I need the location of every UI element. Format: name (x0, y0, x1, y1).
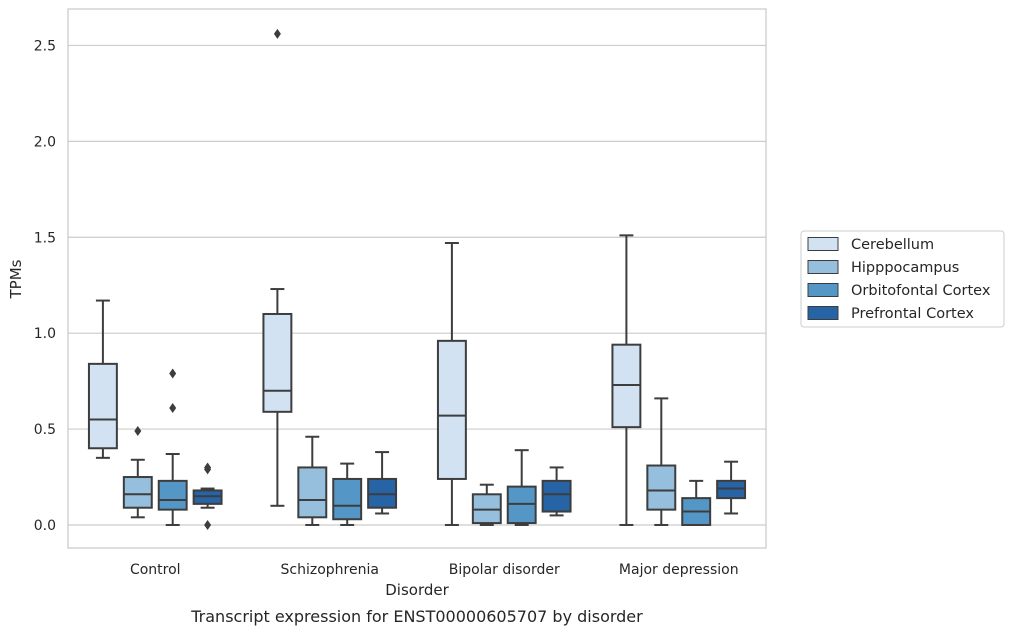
legend-label: Cerebellum (851, 237, 934, 253)
box-hipppocampus (122, 425, 153, 519)
legend-swatch (807, 237, 839, 251)
box-cerebellum (611, 234, 642, 526)
iqr-box (87, 362, 118, 450)
legend-item: Prefrontal Cortex (807, 306, 974, 322)
box-orbitofontal-cortex (157, 368, 188, 526)
x-tick-label: Schizophrenia (281, 562, 379, 578)
y-tick-label: 1.0 (34, 326, 56, 342)
box-cerebellum (262, 28, 293, 507)
box-hipppocampus (471, 483, 502, 526)
iqr-box (262, 312, 293, 413)
iqr-box (646, 464, 677, 511)
outlier-point (204, 519, 212, 530)
legend-items: Cerebellum Hipppocampus Orbitofontal Corte… (807, 237, 991, 322)
x-tick-labels: Control Schizophrenia Bipolar disorder Majo… (130, 562, 739, 578)
y-tick-label: 2.0 (34, 134, 56, 150)
box-prefrontal-cortex (716, 460, 747, 515)
x-axis-label: Disorder (385, 581, 449, 599)
iqr-box (436, 339, 467, 480)
box-hipppocampus (646, 397, 677, 526)
iqr-box (541, 479, 572, 513)
y-tick-label: 0.5 (34, 422, 56, 438)
box-plots (87, 28, 747, 530)
box-orbitofontal-cortex (506, 449, 537, 526)
plot-frame (67, 8, 767, 549)
x-tick-label: Control (130, 562, 181, 578)
legend-swatch (807, 306, 839, 320)
y-tick-label: 0.0 (34, 518, 56, 534)
outlier-point (204, 462, 212, 473)
legend-frame (800, 230, 1005, 328)
outlier-point (169, 368, 177, 379)
box-orbitofontal-cortex (681, 479, 712, 526)
iqr-box (297, 466, 328, 519)
legend-swatch (807, 260, 839, 274)
legend-label: Orbitofontal Cortex (851, 283, 991, 299)
iqr-box (332, 477, 363, 521)
outlier-point (169, 402, 177, 413)
iqr-box (122, 476, 153, 509)
box-prefrontal-cortex (192, 462, 223, 530)
legend-item: Orbitofontal Cortex (807, 283, 991, 299)
legend-item: Hipppocampus (807, 260, 959, 276)
x-tick-label: Major depression (619, 562, 739, 578)
outlier-point (273, 28, 281, 39)
legend: Cerebellum Hipppocampus Orbitofontal Corte… (800, 230, 1005, 328)
legend-label: Hipppocampus (851, 260, 959, 276)
box-hipppocampus (297, 435, 328, 526)
box-cerebellum (436, 242, 467, 526)
box-prefrontal-cortex (541, 466, 572, 517)
y-tick-labels: 0.0 0.5 1.0 1.5 2.0 2.5 (34, 38, 56, 534)
legend-item: Cerebellum (807, 237, 934, 253)
outlier-point (134, 425, 142, 436)
y-tick-label: 1.5 (34, 230, 56, 246)
legend-label: Prefrontal Cortex (851, 306, 974, 322)
iqr-box (157, 479, 188, 511)
y-tick-label: 2.5 (34, 38, 56, 54)
x-tick-label: Bipolar disorder (449, 562, 560, 578)
figure-caption: Transcript expression for ENST0000060570… (190, 607, 643, 626)
legend-swatch (807, 283, 839, 297)
y-axis-label: TPMs (7, 259, 25, 299)
box-prefrontal-cortex (367, 451, 398, 515)
box-orbitofontal-cortex (332, 462, 363, 526)
grid-lines (68, 44, 766, 526)
box-cerebellum (87, 299, 118, 459)
